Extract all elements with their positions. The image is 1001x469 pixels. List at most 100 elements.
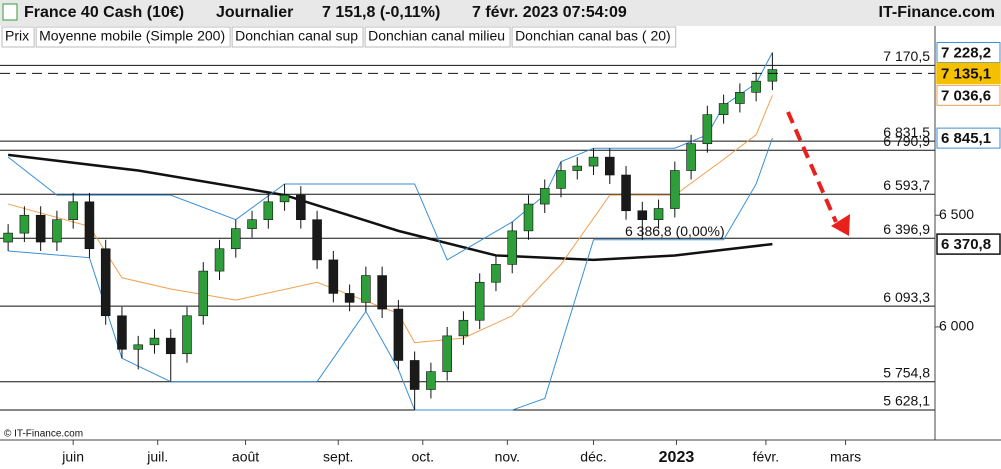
candle-body xyxy=(767,69,778,82)
datetime: 7 févr. 2023 07:54:09 xyxy=(472,4,627,21)
candle-body xyxy=(523,203,534,232)
candle-body xyxy=(117,315,127,350)
price-marker-label: 7 036,6 xyxy=(941,87,991,104)
price-marker xyxy=(936,42,1001,64)
price-marker xyxy=(936,233,1001,255)
legend-entry: Moyenne mobile (Simple 200) xyxy=(39,28,225,44)
legend-box xyxy=(511,26,677,48)
price-marker xyxy=(936,62,1001,85)
candle-body xyxy=(539,188,550,205)
candle-body xyxy=(84,201,95,250)
arrow-head xyxy=(831,214,850,236)
legend-box xyxy=(1,26,35,48)
plot: 7 170,5 6 831,56 790,9 6 593,7 6 396,9 6 093… xyxy=(0,48,935,411)
candle-body xyxy=(507,230,517,265)
candle-body xyxy=(702,114,713,145)
candle-body xyxy=(377,275,387,310)
candle-body xyxy=(491,264,501,283)
level-label: 6 790,9 xyxy=(883,133,930,149)
candle-body xyxy=(312,219,322,261)
level-label: 6 831,5 xyxy=(883,124,930,140)
candle-body xyxy=(52,219,62,243)
candle-body xyxy=(409,360,420,390)
candle-body xyxy=(100,248,111,317)
candle-body xyxy=(344,293,355,303)
legend-box xyxy=(231,26,364,48)
x-tick-label: nov. xyxy=(495,449,520,465)
legend-entry: Prix xyxy=(5,28,29,44)
legend-entry: Donchian canal milieu xyxy=(368,28,505,44)
x-tick-label: oct. xyxy=(411,449,434,465)
arrow xyxy=(786,111,838,223)
candle-body xyxy=(3,232,13,243)
level-label: 6 093,3 xyxy=(883,289,930,305)
price-marker-label: 6 370,8 xyxy=(941,236,991,253)
candle-body xyxy=(214,248,225,272)
level-label: 7 170,5 xyxy=(883,48,930,64)
candle-body xyxy=(182,315,192,355)
level-label: 6 396,9 xyxy=(883,221,930,237)
candle-body xyxy=(637,210,648,220)
x-tick-label: déc. xyxy=(580,449,606,465)
level-label: 5 628,1 xyxy=(883,393,930,409)
candle-body xyxy=(247,219,257,229)
legend-box xyxy=(364,26,511,48)
level-label: 6 593,7 xyxy=(883,177,930,193)
indicator-line xyxy=(7,95,773,344)
price: 7 151,8 (-0,11%) xyxy=(322,4,440,21)
x-tick-label: juil. xyxy=(146,449,168,465)
candle-body xyxy=(718,103,729,115)
site: IT-Finance.com xyxy=(879,4,995,21)
x-tick-label: juin xyxy=(61,449,84,465)
annotation: 6 386,8 (0,00%) xyxy=(625,223,725,239)
candle-body xyxy=(458,319,469,337)
x-tick-label: mars xyxy=(830,449,861,465)
candle-body xyxy=(296,194,306,220)
candle-body xyxy=(279,194,290,203)
candle-body xyxy=(149,337,160,346)
price-marker-label: 7 135,1 xyxy=(941,65,991,82)
footer: © IT-Finance.com xyxy=(4,429,83,440)
candle-body xyxy=(328,259,339,294)
legend-entry: Donchian canal sup xyxy=(235,28,358,44)
candle-body xyxy=(474,281,485,321)
candle-body xyxy=(231,228,241,250)
x-tick-label: févr. xyxy=(753,449,779,465)
candle-body xyxy=(621,174,631,212)
candle-body xyxy=(653,208,664,220)
candle-body xyxy=(198,270,209,317)
title: France 40 Cash (10€) xyxy=(24,4,184,21)
candle-body xyxy=(751,80,761,93)
candle-body xyxy=(133,344,143,350)
candle-body xyxy=(442,335,452,372)
candle-body xyxy=(426,371,436,390)
price-marker xyxy=(936,127,1001,149)
y-tick-label: 6 500 xyxy=(939,206,974,222)
candle-body xyxy=(165,337,176,355)
price-marker-label: 6 845,1 xyxy=(941,130,991,147)
candle-body xyxy=(19,214,30,234)
legend-entry: Donchian canal bas ( 20) xyxy=(515,28,671,44)
x-tick-label: août xyxy=(232,449,259,465)
header-bar xyxy=(0,0,1001,26)
candle-body xyxy=(588,156,599,167)
x-tick-label: 2023 xyxy=(659,449,695,466)
candle-body xyxy=(263,201,274,220)
candle-body xyxy=(670,170,680,209)
level-label: 5 754,8 xyxy=(883,364,930,380)
legend-box xyxy=(35,26,231,48)
icon xyxy=(2,3,18,21)
price-marker xyxy=(936,84,1001,106)
candle-body xyxy=(393,308,404,361)
candle-body xyxy=(572,165,583,171)
indicator-line xyxy=(8,137,773,411)
candle-body xyxy=(68,201,78,220)
candle-body xyxy=(35,214,46,243)
price-marker-label: 7 228,2 xyxy=(941,44,991,61)
y-tick-label: 6 000 xyxy=(939,318,974,334)
candle-body xyxy=(556,170,566,189)
indicator-line xyxy=(7,153,773,262)
candle-body xyxy=(735,92,745,104)
